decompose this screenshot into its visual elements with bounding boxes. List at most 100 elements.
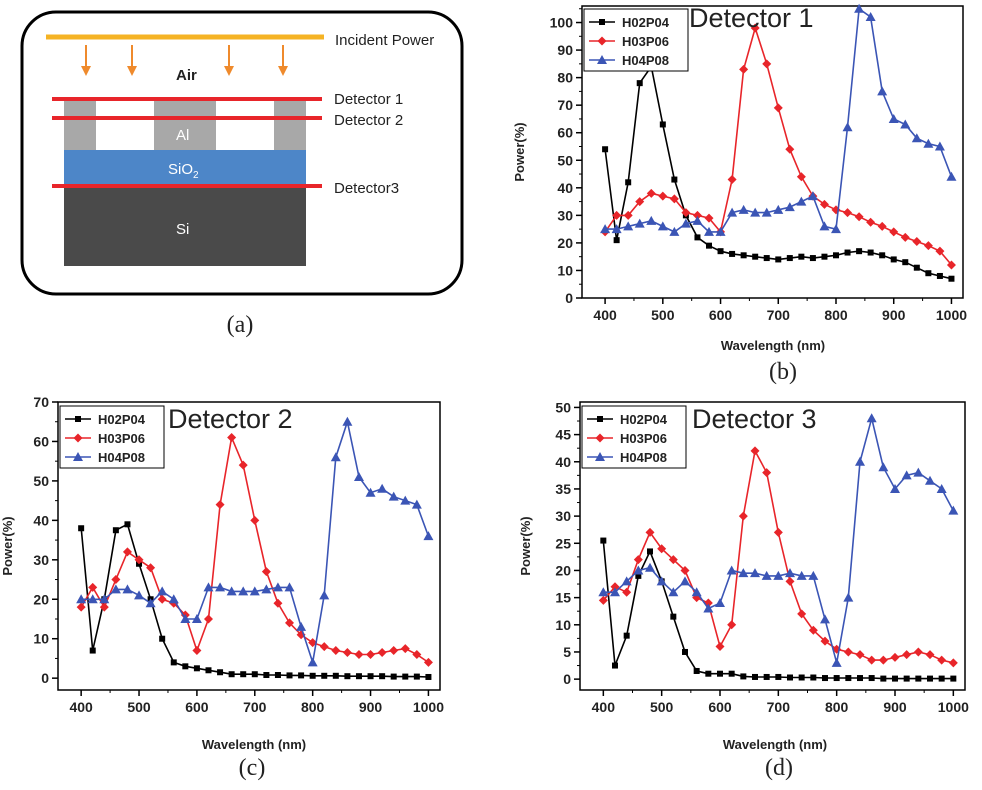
data-point <box>613 237 620 244</box>
legend-label: H04P08 <box>620 450 667 465</box>
x-tick-label: 500 <box>651 307 675 323</box>
data-point <box>866 217 876 227</box>
x-tick-label: 1000 <box>936 307 967 323</box>
y-tick-label: 70 <box>33 394 49 410</box>
data-point <box>727 620 737 630</box>
chart-detector-1: 400 500 600 700 800 900 1000 0 10 20 30 40 50 60 70 80 9… <box>512 3 967 385</box>
data-point <box>787 674 793 681</box>
data-point <box>948 658 958 668</box>
data-point <box>390 673 397 680</box>
x-tick-label: 600 <box>185 699 209 715</box>
x-tick-label: 800 <box>301 699 325 715</box>
data-point <box>88 582 98 592</box>
data-point <box>656 576 667 586</box>
series-line <box>602 540 954 680</box>
data-point <box>706 242 712 249</box>
legend-label: H02P04 <box>620 412 668 427</box>
x-axis-title: Wavelength (nm) <box>721 338 825 353</box>
data-point <box>821 253 828 260</box>
legend-marker <box>599 19 605 25</box>
data-point <box>400 644 410 654</box>
y-tick-label: 80 <box>557 70 573 86</box>
data-point <box>623 210 633 220</box>
data-point <box>761 570 772 580</box>
data-point <box>610 582 620 592</box>
legend: H02P04 H03P06 H04P08 <box>581 405 687 469</box>
data-point <box>763 255 770 262</box>
data-point <box>948 275 955 282</box>
data-point <box>331 646 341 656</box>
data-point <box>353 471 364 481</box>
y-tick-label: 5 <box>563 644 571 660</box>
data-point <box>857 675 863 682</box>
data-point <box>880 675 887 682</box>
chart-title: Detector 1 <box>689 3 814 33</box>
data-point <box>915 675 922 682</box>
data-point <box>901 470 912 480</box>
data-point <box>842 122 853 132</box>
data-point <box>704 213 714 223</box>
data-point <box>705 670 712 677</box>
data-point <box>715 226 726 236</box>
data-point <box>729 250 736 257</box>
incident-arrow-icon <box>81 45 91 76</box>
data-point <box>157 586 168 596</box>
data-point <box>797 609 807 619</box>
data-point <box>612 662 618 669</box>
data-point <box>423 531 434 541</box>
data-point <box>809 255 816 262</box>
data-point <box>750 446 760 456</box>
al-label: Al <box>176 127 189 144</box>
data-point <box>831 224 841 234</box>
data-point <box>670 613 677 620</box>
data-point <box>146 563 156 573</box>
data-point <box>263 672 270 679</box>
data-point <box>878 655 888 665</box>
data-point <box>867 249 874 256</box>
data-point <box>425 673 432 680</box>
data-point <box>692 210 702 220</box>
y-axis-title: Power(%) <box>512 122 527 181</box>
data-point <box>296 621 307 631</box>
incident-arrow-icon <box>127 45 137 76</box>
legend-marker <box>75 416 81 422</box>
data-point <box>633 565 644 575</box>
data-point <box>773 570 784 580</box>
al-block-2 <box>154 100 216 150</box>
data-point <box>284 582 295 592</box>
data-point <box>773 204 784 214</box>
data-point <box>762 468 772 478</box>
legend-label: H03P06 <box>620 431 667 446</box>
data-point <box>844 249 851 256</box>
series-H04P08 <box>76 416 434 667</box>
legend-entry: H04P08 <box>589 53 669 68</box>
data-point <box>646 215 657 225</box>
y-tick-label: 30 <box>555 508 571 524</box>
data-point <box>261 567 271 577</box>
x-tick-label: 400 <box>593 307 617 323</box>
legend-label: H03P06 <box>98 431 145 446</box>
data-point <box>647 548 653 555</box>
legend-label: H04P08 <box>622 53 669 68</box>
data-point <box>298 672 305 679</box>
legend-entry: H02P04 <box>589 15 670 30</box>
data-point <box>659 121 666 128</box>
y-tick-label: 0 <box>563 671 571 687</box>
data-point <box>319 590 330 600</box>
data-point <box>134 555 144 565</box>
data-point <box>902 259 909 266</box>
data-point <box>203 614 213 624</box>
panel-label: (c) <box>239 755 266 781</box>
data-point <box>923 241 933 251</box>
data-point <box>727 175 737 185</box>
data-point <box>600 224 611 234</box>
legend-marker <box>73 433 83 443</box>
y-tick-label: 30 <box>557 207 573 223</box>
chart-title: Detector 3 <box>692 404 817 434</box>
data-point <box>658 191 668 201</box>
al-block-3 <box>274 100 306 150</box>
data-point <box>668 587 679 597</box>
data-point <box>238 460 248 470</box>
y-tick-label: 45 <box>555 427 571 443</box>
data-point <box>740 252 747 259</box>
